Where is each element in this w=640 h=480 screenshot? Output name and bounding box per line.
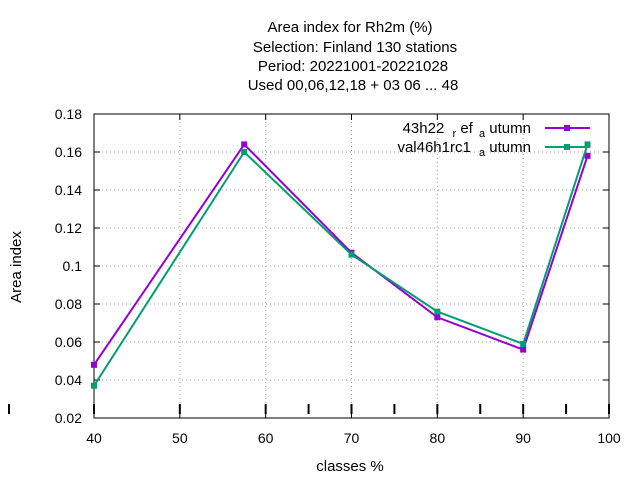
series-lines: [91, 141, 591, 389]
legend: 43h22 r ef a utumn val46h1rc1 a utumn: [397, 120, 590, 160]
legend-label-2: val46h1rc1 a utumn: [397, 139, 531, 160]
y-tick-label: 0.14: [55, 182, 82, 198]
y-tick-label: 0.02: [55, 410, 82, 426]
y-tick-labels: 0.02 0.04 0.06 0.08 0.1 0.12 0.14 0.16 0.18: [55, 106, 82, 426]
legend-1-sub2: a: [479, 128, 486, 140]
title-line-2: Selection: Finland 130 stations: [253, 39, 457, 56]
x-tick-label: 40: [86, 430, 102, 446]
data-point: [520, 346, 527, 353]
y-tick-label: 0.08: [55, 296, 82, 312]
legend-1-sub1: r: [452, 128, 456, 140]
title-line-4: Used 00,06,12,18 + 03 06 ... 48: [248, 77, 459, 94]
x-tick-label: 90: [515, 430, 531, 446]
x-tick-label: 80: [430, 430, 446, 446]
legend-2-main: val46h1rc1: [397, 139, 470, 156]
data-point: [241, 141, 248, 148]
data-point: [434, 314, 441, 321]
series-line: [93, 144, 589, 387]
y-tick-label: 0.06: [55, 334, 82, 350]
title-line-3: Period: 20221001-20221028: [258, 58, 448, 75]
chart-title: Area index for Rh2m (%) Selection: Finla…: [248, 19, 459, 94]
data-point: [91, 382, 97, 389]
y-tick-label: 0.04: [55, 372, 82, 388]
x-tick-label: 70: [344, 430, 360, 446]
data-point: [348, 251, 355, 258]
legend-1-mid: ef: [460, 120, 473, 137]
x-axis-label: classes %: [316, 458, 384, 475]
data-point: [91, 361, 97, 368]
legend-1-end: utumn: [489, 120, 531, 137]
legend-2-end: utumn: [489, 139, 531, 156]
data-point: [584, 152, 591, 159]
axis-ticks: [8, 113, 610, 419]
legend-1-main: 43h22: [403, 120, 445, 137]
x-tick-label: 50: [172, 430, 188, 446]
y-tick-label: 0.1: [63, 258, 83, 274]
legend-swatches: [545, 125, 590, 150]
series-2: [91, 141, 591, 389]
title-line-1: Area index for Rh2m (%): [267, 19, 432, 36]
data-point: [434, 308, 441, 315]
data-point: [241, 149, 248, 155]
series-line: [93, 142, 589, 366]
y-axis-label: Area index: [8, 231, 25, 303]
x-tick-labels: 40 50 60 70 80 90 100: [86, 430, 621, 446]
legend-swatch-marker: [564, 125, 570, 131]
legend-2-sub2: a: [479, 147, 486, 159]
grid-lines: [94, 114, 609, 418]
series-1: [91, 141, 591, 368]
y-tick-label: 0.18: [55, 106, 82, 122]
data-point: [520, 340, 527, 347]
legend-label-1: 43h22 r ef a utumn: [403, 120, 531, 141]
x-tick-label: 60: [258, 430, 274, 446]
x-tick-label: 100: [597, 430, 621, 446]
data-point: [584, 141, 591, 148]
y-tick-label: 0.12: [55, 220, 82, 236]
y-tick-label: 0.16: [55, 144, 82, 160]
legend-swatch-marker: [564, 144, 570, 150]
